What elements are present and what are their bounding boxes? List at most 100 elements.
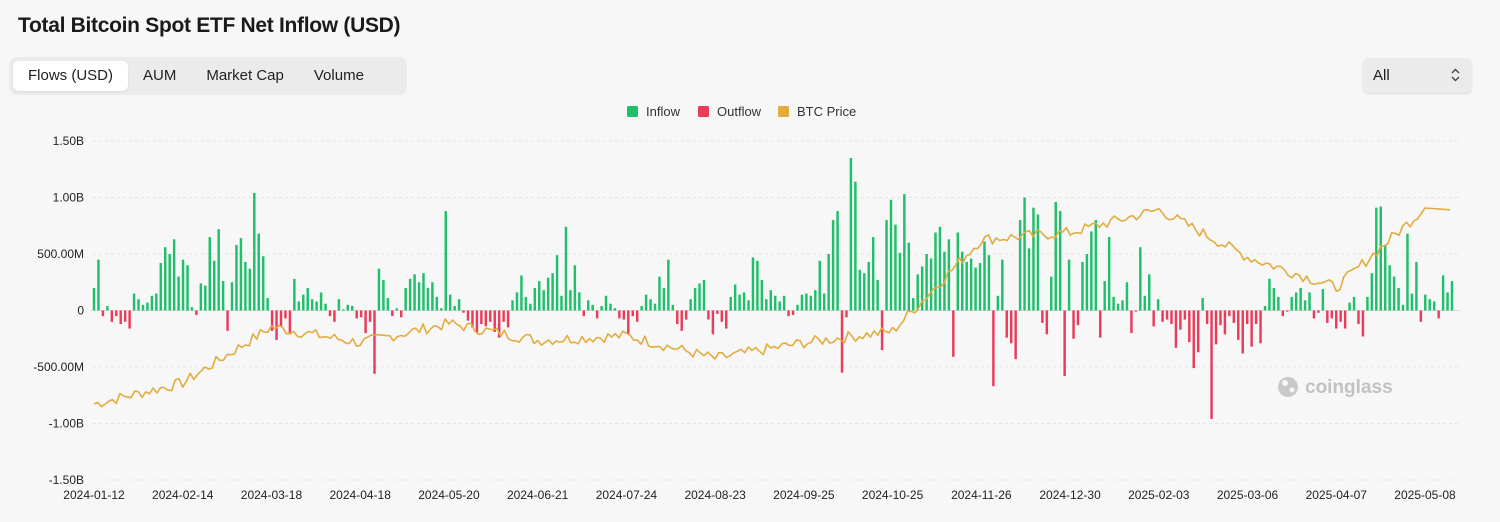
flow-bar[interactable] <box>119 310 122 325</box>
flow-bar[interactable] <box>515 292 519 311</box>
flow-bar[interactable] <box>355 310 358 319</box>
flow-bar[interactable] <box>462 310 465 313</box>
flow-bar[interactable] <box>889 199 893 311</box>
flow-bar[interactable] <box>1090 231 1093 311</box>
flow-bar[interactable] <box>382 279 385 311</box>
flow-bar[interactable] <box>226 310 229 331</box>
flow-bar[interactable] <box>863 273 866 311</box>
flow-bar[interactable] <box>622 310 626 320</box>
flow-bar[interactable] <box>1219 310 1222 326</box>
flow-bar[interactable] <box>1099 310 1102 338</box>
flow-bar[interactable] <box>1294 292 1298 311</box>
flow-bar[interactable] <box>164 247 167 311</box>
flow-bar[interactable] <box>373 310 376 374</box>
flow-bar[interactable] <box>898 252 902 311</box>
flow-bar[interactable] <box>315 301 318 311</box>
flow-bar[interactable] <box>221 281 225 311</box>
flow-bar[interactable] <box>782 295 786 311</box>
flow-bar[interactable] <box>1259 310 1262 344</box>
flow-bar[interactable] <box>765 299 768 311</box>
flow-bar[interactable] <box>1286 310 1289 312</box>
tab-aum[interactable]: AUM <box>143 67 177 84</box>
flow-bar[interactable] <box>760 279 764 311</box>
flow-bar[interactable] <box>1326 310 1329 323</box>
flow-bar[interactable] <box>128 310 131 329</box>
flow-bar[interactable] <box>1232 310 1236 323</box>
flow-bar[interactable] <box>1419 310 1423 322</box>
flow-bar[interactable] <box>328 310 332 317</box>
flow-bar[interactable] <box>800 294 804 311</box>
flow-bar[interactable] <box>1254 310 1258 325</box>
flow-bar[interactable] <box>284 310 287 319</box>
flow-bar[interactable] <box>208 237 211 311</box>
flow-bar[interactable] <box>867 261 870 311</box>
tab-volume[interactable]: Volume <box>313 67 364 84</box>
flow-bar[interactable] <box>248 268 252 311</box>
flow-bar[interactable] <box>969 258 973 311</box>
flow-bar[interactable] <box>671 304 675 311</box>
flow-bar[interactable] <box>1214 310 1218 345</box>
flow-bar[interactable] <box>1268 278 1271 311</box>
flow-bar[interactable] <box>1148 274 1151 311</box>
flow-bar[interactable] <box>591 304 594 311</box>
flow-bar[interactable] <box>1196 310 1200 353</box>
flow-bar[interactable] <box>92 287 96 311</box>
flow-bar[interactable] <box>306 287 309 311</box>
flow-bar[interactable] <box>195 310 198 316</box>
flow-bar[interactable] <box>1366 296 1369 311</box>
flow-bar[interactable] <box>965 261 968 311</box>
flow-bar[interactable] <box>1245 310 1249 325</box>
flow-bar[interactable] <box>667 259 670 311</box>
flow-bar[interactable] <box>912 298 915 311</box>
flow-bar[interactable] <box>1116 303 1120 311</box>
flow-bar[interactable] <box>1352 296 1356 311</box>
flow-bar[interactable] <box>1165 310 1169 320</box>
flow-bar[interactable] <box>796 304 799 311</box>
flow-bar[interactable] <box>689 299 692 311</box>
flow-bar[interactable] <box>947 239 951 311</box>
flow-bar[interactable] <box>987 255 991 311</box>
flow-bar[interactable] <box>938 226 942 311</box>
flow-bar[interactable] <box>1058 211 1062 311</box>
flow-bar[interactable] <box>1228 310 1231 317</box>
flow-bar[interactable] <box>720 310 724 322</box>
flow-bar[interactable] <box>448 294 452 311</box>
flow-bar[interactable] <box>600 305 603 311</box>
flow-bar[interactable] <box>288 310 292 335</box>
flow-bar[interactable] <box>172 239 176 311</box>
flow-bar[interactable] <box>992 310 995 387</box>
flow-bar[interactable] <box>698 283 701 311</box>
flow-bar[interactable] <box>831 220 835 311</box>
flow-bar[interactable] <box>1036 214 1040 311</box>
flow-bar[interactable] <box>261 256 265 311</box>
flow-bar[interactable] <box>310 299 314 311</box>
flow-bar[interactable] <box>903 194 906 311</box>
flow-bar[interactable] <box>1335 310 1338 329</box>
flow-bar[interactable] <box>578 292 581 311</box>
flow-bar[interactable] <box>1410 293 1414 311</box>
flow-bar[interactable] <box>1045 310 1049 335</box>
flow-bar[interactable] <box>774 295 777 311</box>
flow-bar[interactable] <box>190 307 194 311</box>
flow-bar[interactable] <box>1415 261 1418 311</box>
flow-bar[interactable] <box>1432 301 1436 311</box>
flow-bar[interactable] <box>1174 310 1178 348</box>
flow-bar[interactable] <box>1130 310 1133 334</box>
flow-bar[interactable] <box>235 244 238 311</box>
flow-bar[interactable] <box>408 278 412 311</box>
flow-bar[interactable] <box>1388 265 1391 311</box>
flow-bar[interactable] <box>1397 287 1400 311</box>
legend-label-0[interactable]: Inflow <box>646 104 681 119</box>
legend-label-2[interactable]: BTC Price <box>797 104 856 119</box>
flow-bar[interactable] <box>529 303 532 311</box>
flow-bar[interactable] <box>1205 310 1209 325</box>
flow-bar[interactable] <box>395 308 398 311</box>
flow-bar[interactable] <box>489 310 492 322</box>
flow-bar[interactable] <box>555 255 559 311</box>
flow-bar[interactable] <box>814 290 817 311</box>
flow-bar[interactable] <box>560 295 563 311</box>
flow-bar[interactable] <box>644 294 648 311</box>
flow-bar[interactable] <box>662 287 666 311</box>
flow-bar[interactable] <box>871 237 875 311</box>
tab-market-cap[interactable]: Market Cap <box>206 67 284 84</box>
